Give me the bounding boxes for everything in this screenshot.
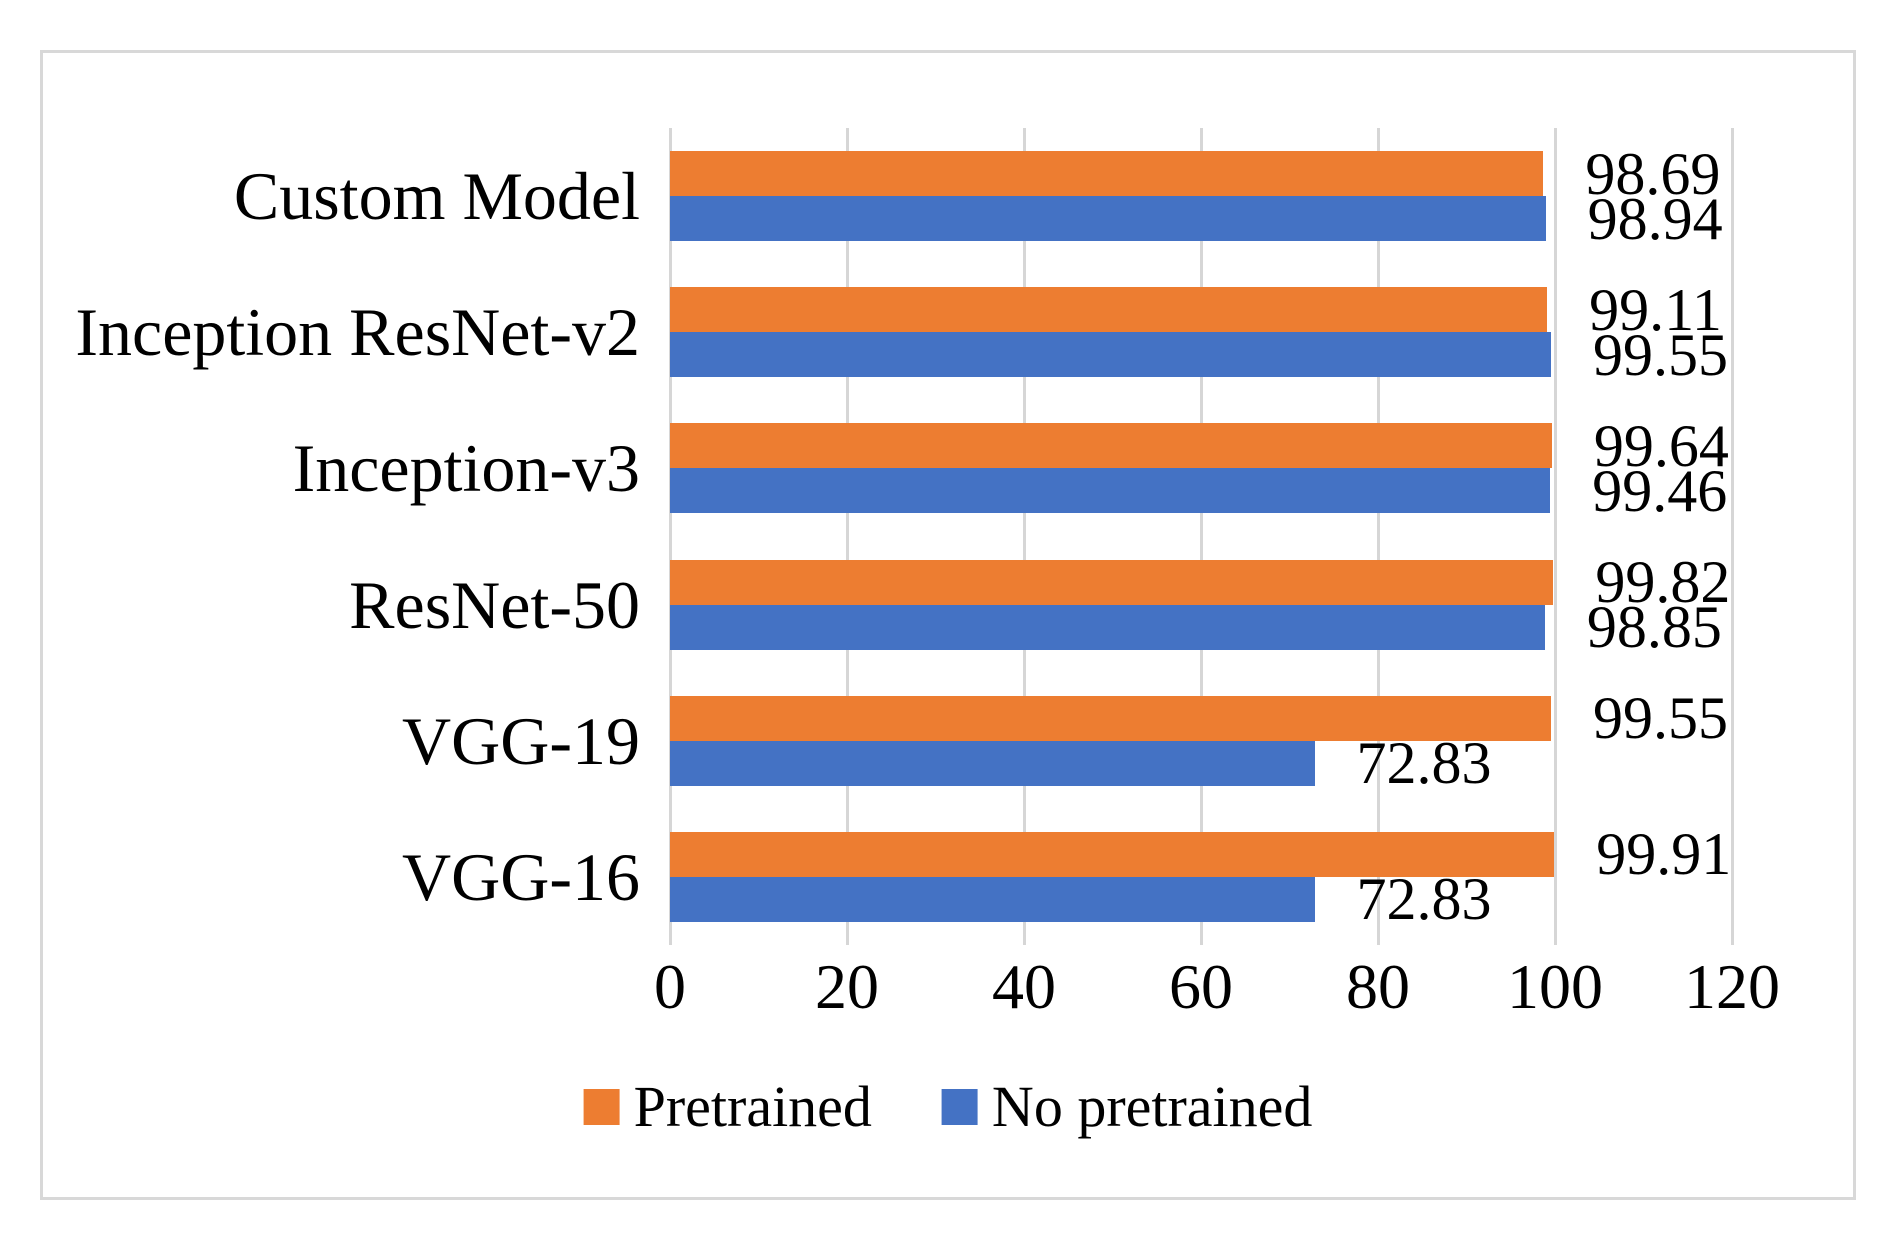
category-label-vgg-16: VGG-16 [402, 838, 640, 915]
legend-label: No pretrained [991, 1074, 1313, 1139]
legend-item-no-pretrained: No pretrained [941, 1074, 1313, 1139]
bar-no-pretrained-vgg-16 [670, 876, 1315, 922]
category-label-inception-resnet-v2: Inception ResNet-v2 [75, 294, 640, 371]
x-tick-label-120: 120 [1684, 951, 1780, 1022]
bar-pretrained-inception-resnet-v2 [670, 287, 1548, 333]
x-tick-label-0: 0 [654, 951, 686, 1022]
value-label-no-pretrained-vgg-19: 72.83 [1356, 730, 1492, 797]
x-tick-label-100: 100 [1507, 951, 1603, 1022]
value-label-pretrained-resnet-50: 99.82 [1595, 549, 1731, 616]
gridline-x-100 [1553, 128, 1557, 945]
value-label-pretrained-inception-resnet-v2: 99.11 [1589, 276, 1722, 343]
legend-swatch-icon [941, 1089, 978, 1125]
gridline-x-80 [1376, 128, 1380, 945]
category-label-custom-model: Custom Model [233, 158, 640, 235]
bar-no-pretrained-custom-model [670, 196, 1546, 242]
value-label-no-pretrained-inception-v3: 99.46 [1592, 457, 1728, 524]
x-tick-label-60: 60 [1169, 951, 1233, 1022]
bar-pretrained-resnet-50 [670, 559, 1554, 605]
bar-no-pretrained-inception-resnet-v2 [670, 332, 1552, 378]
value-label-pretrained-vgg-19: 99.55 [1593, 685, 1729, 752]
legend-item-pretrained: Pretrained [583, 1074, 872, 1139]
value-label-no-pretrained-vgg-16: 72.83 [1356, 866, 1492, 933]
x-tick-label-20: 20 [815, 951, 879, 1022]
bar-no-pretrained-inception-v3 [670, 468, 1551, 514]
legend: Pretrained No pretrained [583, 1074, 1313, 1139]
gridline-x-60 [1199, 128, 1203, 945]
category-label-vgg-19: VGG-19 [402, 702, 640, 779]
bar-pretrained-vgg-19 [670, 695, 1552, 741]
y-axis-line [668, 128, 672, 945]
value-label-pretrained-vgg-16: 99.91 [1596, 821, 1732, 888]
value-label-no-pretrained-custom-model: 98.94 [1587, 185, 1723, 252]
gridline-x-20 [845, 128, 849, 945]
bar-pretrained-vgg-16 [670, 831, 1555, 877]
bar-no-pretrained-resnet-50 [670, 604, 1545, 650]
category-label-resnet-50: ResNet-50 [349, 566, 640, 643]
value-label-no-pretrained-resnet-50: 98.85 [1586, 594, 1722, 661]
x-tick-label-40: 40 [992, 951, 1056, 1022]
gridline-x-40 [1022, 128, 1026, 945]
value-label-no-pretrained-inception-resnet-v2: 99.55 [1593, 321, 1729, 388]
category-label-inception-v3: Inception-v3 [292, 430, 640, 507]
value-label-pretrained-custom-model: 98.69 [1585, 140, 1721, 207]
bar-no-pretrained-vgg-19 [670, 740, 1315, 786]
bar-pretrained-inception-v3 [670, 423, 1552, 469]
value-label-pretrained-inception-v3: 99.64 [1593, 412, 1729, 479]
bar-pretrained-custom-model [670, 151, 1544, 197]
gridline-x-120 [1730, 128, 1734, 945]
legend-swatch-icon [583, 1089, 620, 1125]
legend-label: Pretrained [633, 1074, 872, 1139]
x-tick-label-80: 80 [1346, 951, 1410, 1022]
